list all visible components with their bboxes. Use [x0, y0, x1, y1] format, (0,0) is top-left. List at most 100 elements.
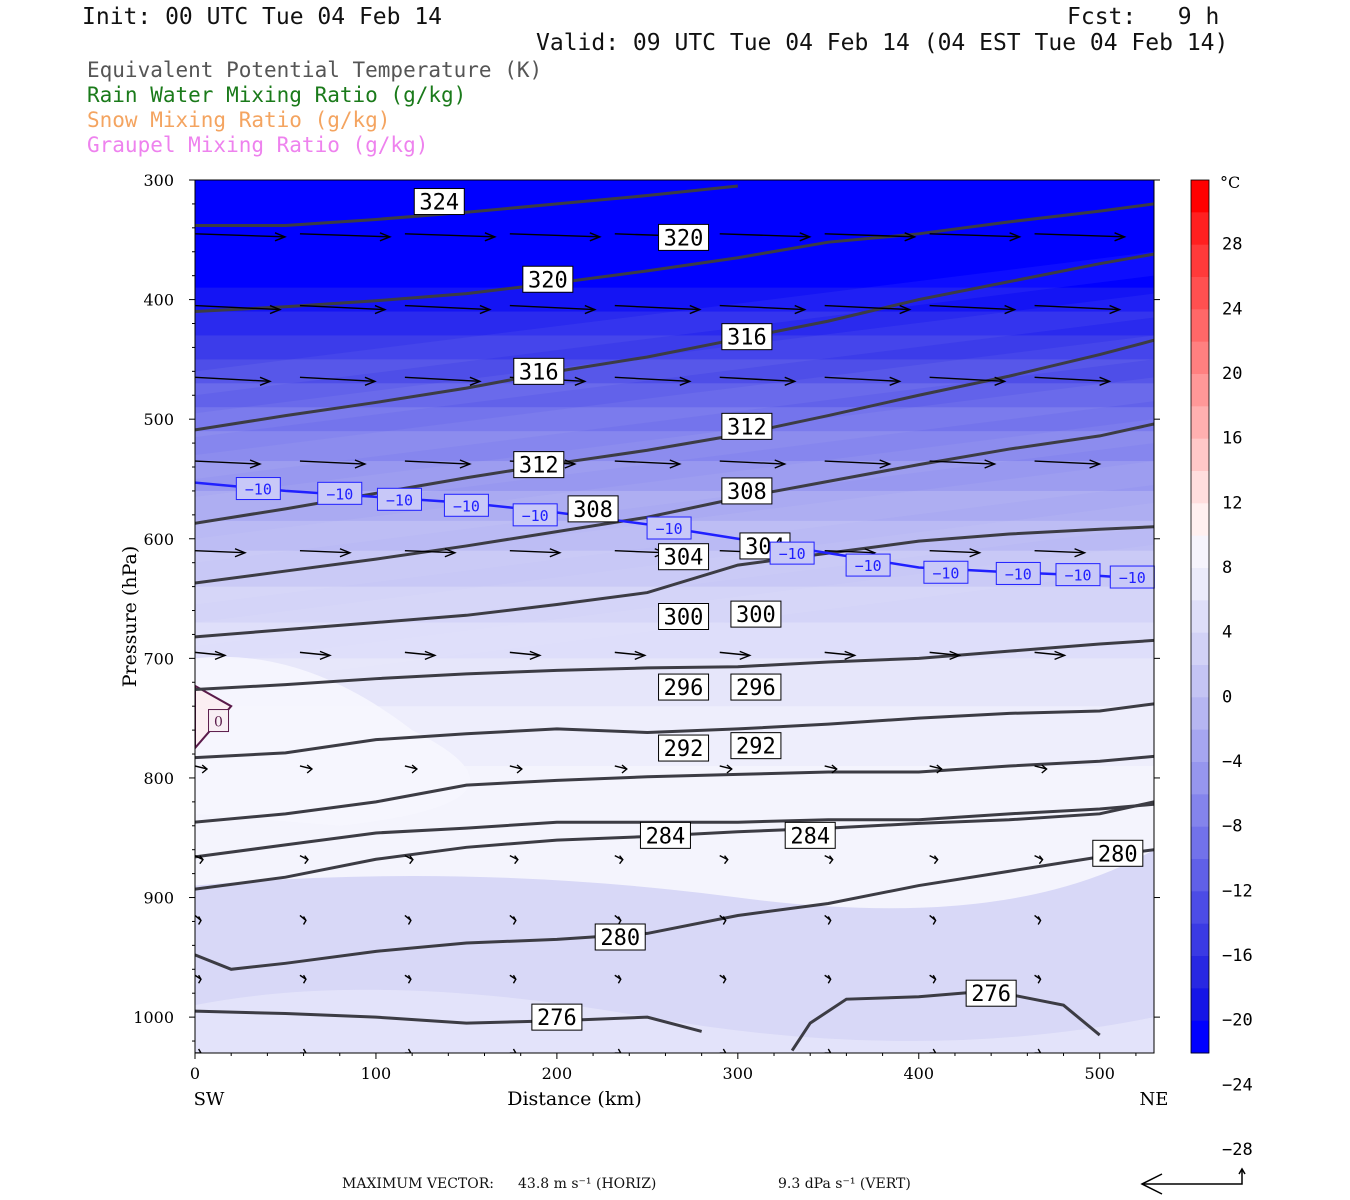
wind-arrowhead	[879, 459, 892, 469]
colorbar-swatch	[1191, 503, 1209, 537]
wind-arrowhead	[827, 916, 832, 925]
contour-label-box	[567, 495, 619, 523]
wind-arrow	[929, 376, 1005, 383]
colorbar-swatch	[1191, 826, 1209, 860]
colorbar-tick-label: −24	[1222, 1075, 1253, 1095]
wind-arrowhead	[844, 650, 857, 661]
colorbar-swatch	[1191, 697, 1209, 731]
wind-arrow	[824, 765, 837, 770]
wind-arrowhead	[904, 232, 917, 242]
wind-arrowhead	[379, 232, 392, 242]
wind-arrow	[614, 376, 690, 383]
wind-arrow	[824, 460, 890, 465]
wind-arrow	[1034, 651, 1065, 657]
wind-arrowhead	[469, 376, 482, 386]
wind-arrowhead	[354, 459, 367, 469]
isotherm-label: −10	[779, 545, 806, 563]
wind-arrowhead	[584, 304, 597, 315]
wind-arrow	[404, 376, 480, 383]
wind-arrowhead	[1009, 232, 1022, 242]
colorbar-tick-label: 24	[1222, 299, 1242, 319]
theta-e-line-316	[195, 252, 1154, 432]
colorbar-tick-label: −16	[1222, 946, 1253, 966]
contour-label-box	[730, 600, 782, 628]
wind-arrowhead	[932, 1048, 937, 1053]
x-right-label: NE	[1140, 1089, 1169, 1110]
colorbar-swatch	[1191, 729, 1209, 763]
wind-arrowhead	[932, 974, 937, 984]
wind-arrowhead	[1041, 764, 1048, 774]
wind-arrow	[1034, 765, 1047, 770]
colorbar-swatch	[1191, 406, 1209, 440]
wind-arrow	[195, 233, 286, 238]
legend-snow: Snow Mixing Ratio (g/kg)	[87, 108, 391, 132]
wind-arrowhead	[634, 650, 647, 661]
wind-arrow	[299, 233, 390, 238]
theta-e-line-292	[195, 754, 1154, 824]
wind-arrow	[1034, 550, 1085, 554]
contour-label: 284	[646, 824, 686, 849]
contour-label: 292	[664, 737, 704, 762]
wind-arrow	[719, 233, 810, 238]
wind-arrowhead	[774, 459, 787, 469]
wind-arrow	[929, 233, 1020, 238]
wind-arrowhead	[234, 548, 247, 558]
theta-e-line-284	[195, 800, 1154, 891]
wind-arrowhead	[799, 232, 812, 242]
colorbar-tick-label: 16	[1222, 429, 1242, 449]
wind-arrowhead	[827, 1048, 832, 1053]
wind-arrowhead	[828, 855, 834, 865]
wind-arrow	[404, 765, 418, 770]
contour-label: 316	[727, 326, 767, 351]
contour-label-box	[1092, 839, 1144, 867]
contour-label: 276	[971, 982, 1011, 1007]
wind-arrowhead	[269, 304, 282, 315]
wind-arrow	[509, 550, 560, 554]
colorbar-swatch	[1191, 438, 1209, 472]
isotherm-label-box	[646, 516, 692, 540]
contour-label-box	[721, 323, 773, 351]
isotherm-label-box	[923, 560, 969, 584]
warm-pocket	[195, 656, 471, 826]
colorbar-tick-label: −4	[1222, 752, 1242, 772]
wind-arrow	[1034, 304, 1120, 311]
colorbar-swatch	[1191, 762, 1209, 795]
contour-label-box	[413, 188, 465, 216]
wind-arrowhead	[589, 232, 602, 242]
y-tick-label: 900	[143, 889, 174, 908]
contour-label: 296	[664, 676, 704, 701]
valid-time: Valid: 09 UTC Tue 04 Feb 14 (04 EST Tue …	[536, 30, 1229, 56]
colorbar-tick-label: 28	[1222, 235, 1242, 255]
x-tick-label: 500	[1084, 1064, 1115, 1083]
wind-arrowhead	[984, 459, 997, 469]
wind-arrowhead	[1109, 304, 1122, 315]
isotherm-label: −10	[1064, 567, 1091, 585]
colorbar-tick-label: 4	[1222, 623, 1232, 643]
theta-e-line-288	[195, 802, 1154, 859]
isotherm-label-box	[845, 553, 891, 577]
y-tick-label: 800	[143, 769, 174, 788]
plot-frame	[194, 179, 1155, 1054]
wind-arrowhead	[831, 764, 838, 774]
colorbar-swatch	[1191, 212, 1209, 246]
wind-arrowhead	[197, 916, 202, 925]
wind-arrowhead	[1037, 916, 1042, 925]
wind-arrowhead	[617, 974, 622, 984]
y-tick-label: 400	[143, 291, 174, 310]
wind-arrow	[614, 765, 627, 770]
contour-label-box	[658, 673, 710, 701]
isotherm-label: −10	[453, 497, 480, 515]
wind-arrowhead	[549, 548, 562, 558]
contour-label-box	[965, 979, 1017, 1007]
wind-arrowhead	[564, 459, 577, 469]
wind-arrowhead	[374, 304, 387, 315]
isotherm-label: −10	[656, 520, 683, 538]
wind-arrowhead	[936, 764, 943, 774]
wind-arrow	[614, 651, 645, 657]
wind-arrow	[719, 765, 732, 770]
wind-arrowhead	[932, 916, 937, 925]
wind-arrowhead	[722, 974, 727, 984]
contour-label: 312	[727, 415, 767, 440]
colorbar-swatch	[1191, 568, 1209, 601]
wind-arrowhead	[214, 650, 227, 661]
